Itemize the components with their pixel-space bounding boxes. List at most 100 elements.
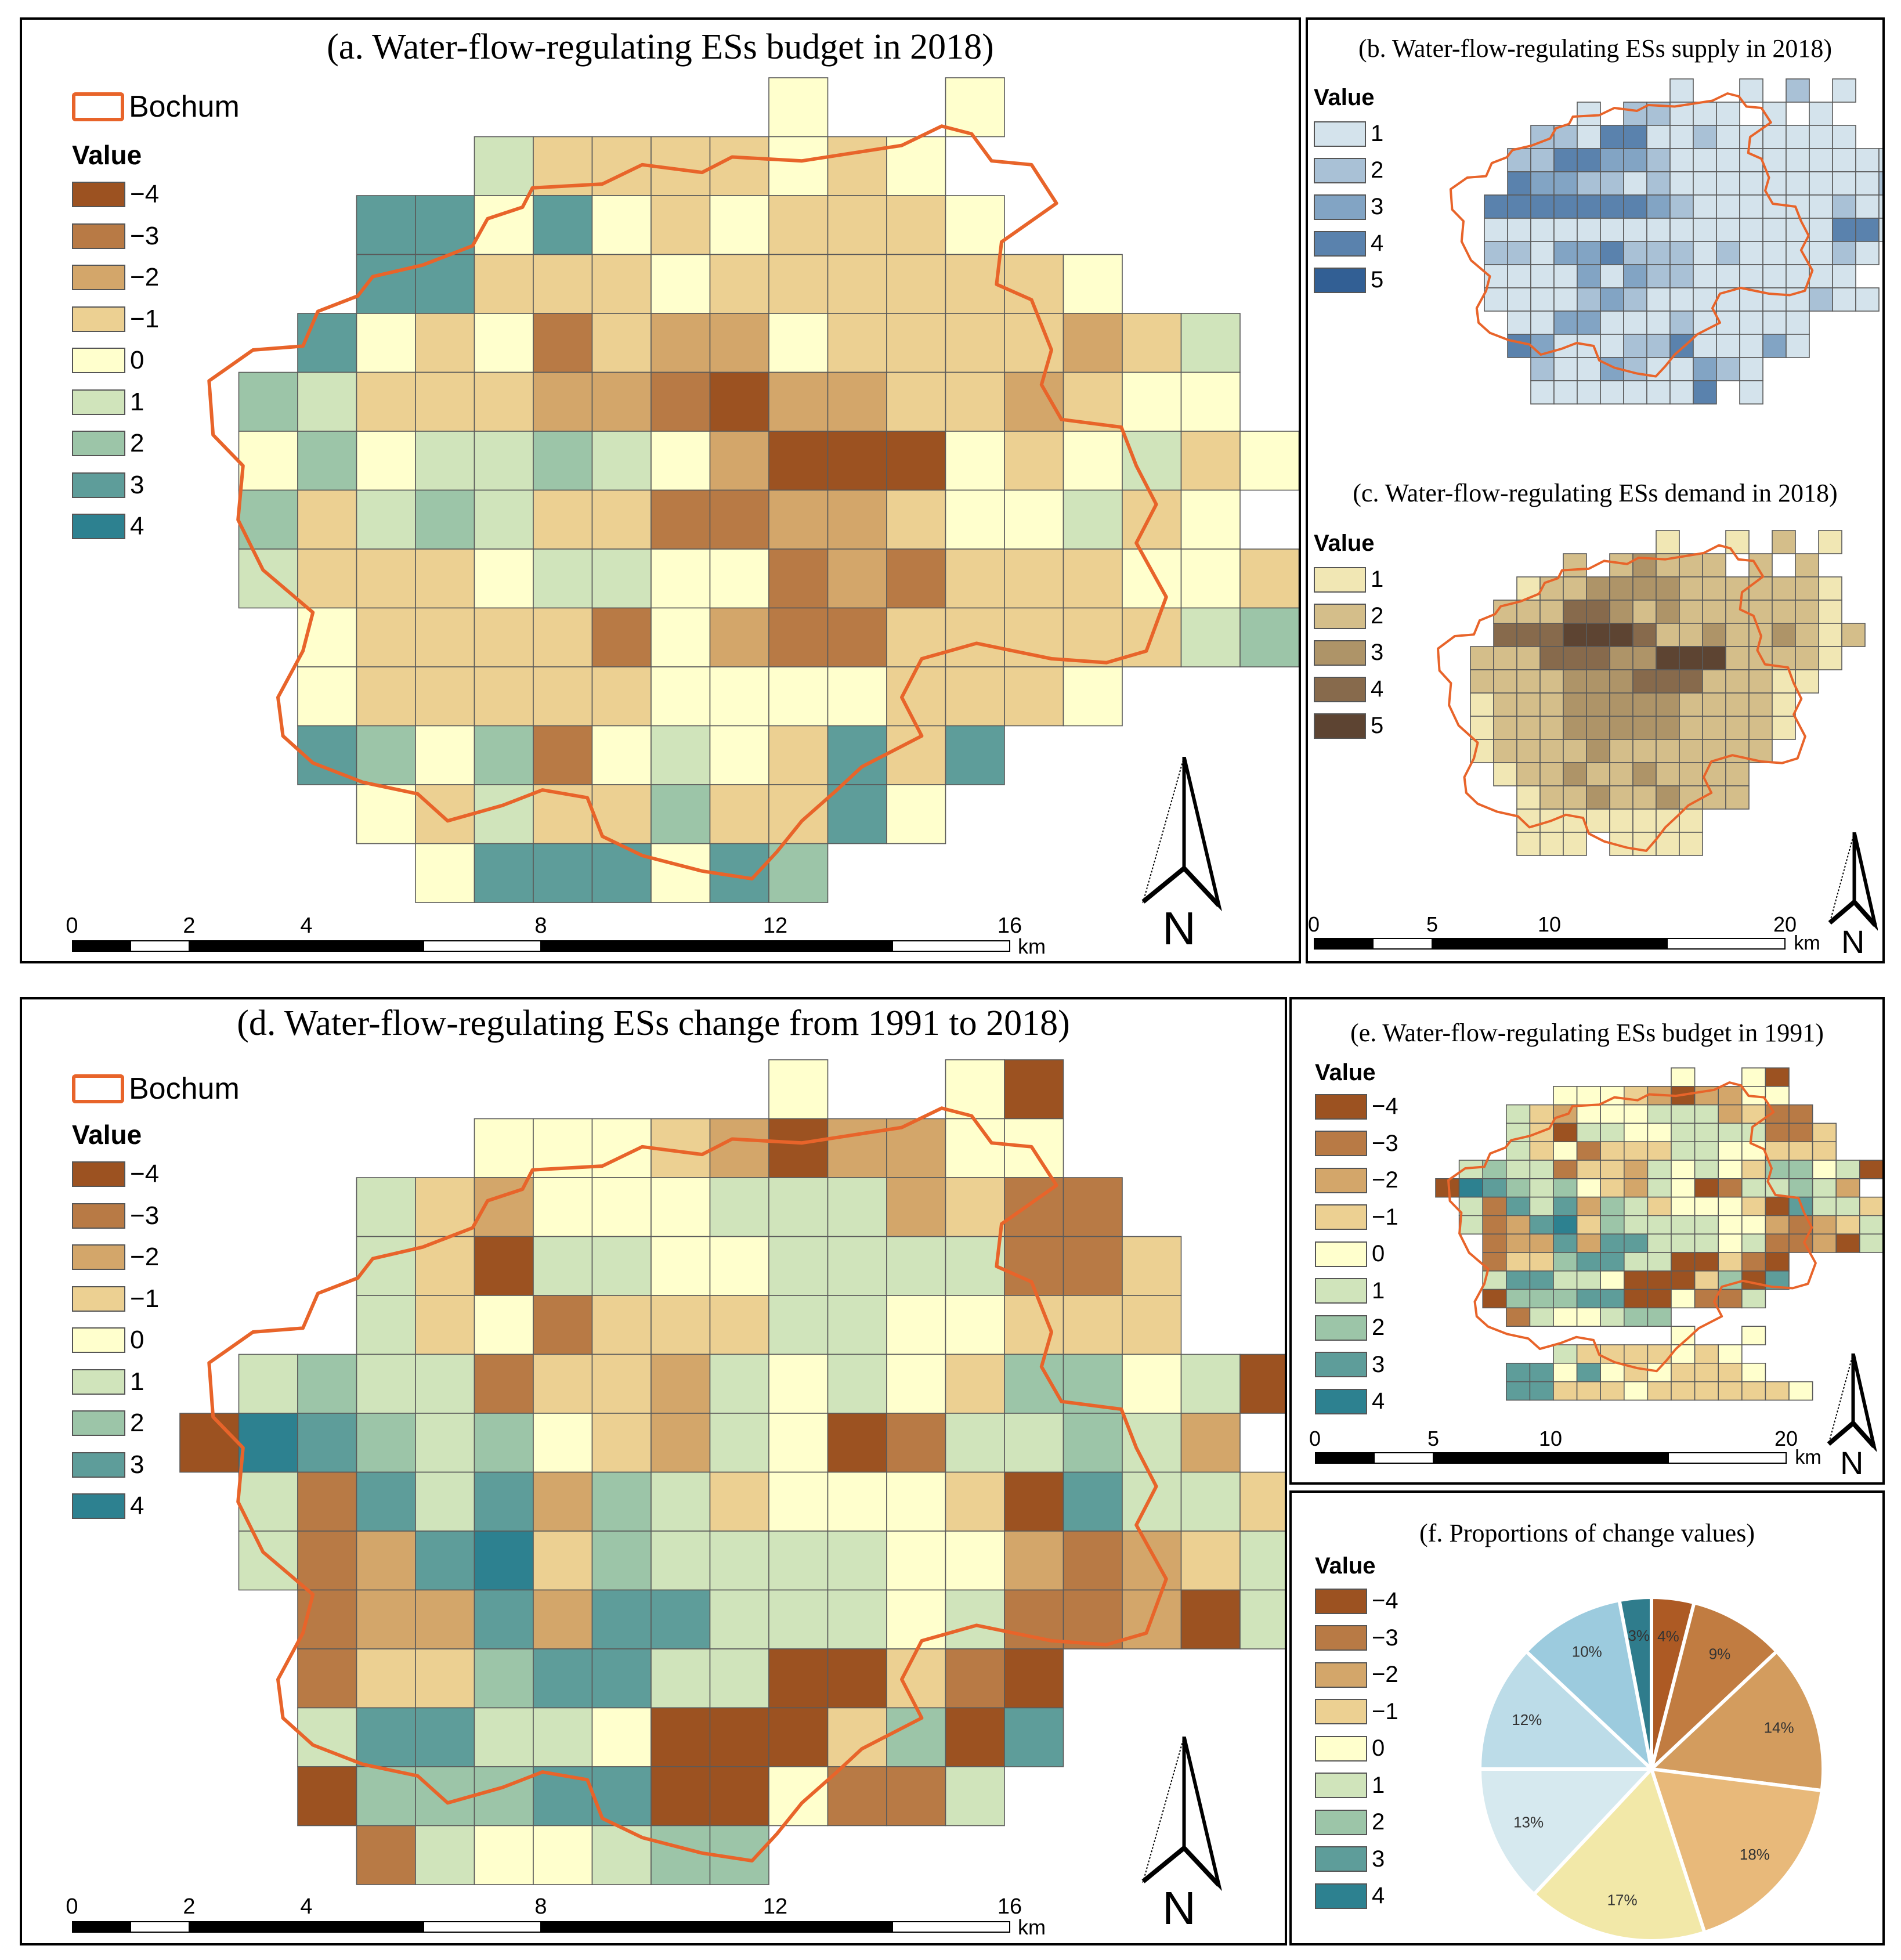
- grid-cell: [1656, 808, 1680, 833]
- grid-cell: [1553, 1160, 1578, 1179]
- grid-cell: [474, 136, 534, 196]
- grid-cell: [1529, 1233, 1554, 1253]
- supply-title: (b. Water-flow-regulating ESs supply in …: [1358, 34, 1832, 63]
- grid-cell: [1600, 241, 1624, 265]
- grid-cell: [650, 431, 711, 491]
- grid-cell: [945, 725, 1005, 785]
- grid-cell: [1671, 1233, 1696, 1253]
- legend-item: −3: [1315, 1625, 1398, 1651]
- grid-cell: [1493, 623, 1517, 647]
- grid-cell: [1841, 623, 1866, 647]
- grid-cell: [1623, 287, 1647, 312]
- grid-cell: [1741, 1326, 1766, 1345]
- boundary-label: Bochum: [129, 90, 240, 124]
- grid-cell: [591, 666, 652, 727]
- grid-cell: [1062, 1177, 1123, 1237]
- grid-cell: [1122, 1295, 1182, 1355]
- grid-cell: [415, 489, 475, 550]
- grid-cell: [1718, 1233, 1743, 1253]
- grid-cell: [1772, 692, 1796, 717]
- legend-item: 2: [1315, 1809, 1385, 1835]
- grid-cell: [1786, 241, 1810, 265]
- legend-label: 0: [1372, 1735, 1385, 1761]
- grid-cell: [1576, 1104, 1602, 1124]
- grid-cell: [1586, 716, 1610, 740]
- pie-data-label: 10%: [1572, 1643, 1602, 1661]
- boundary-legend: Bochum: [72, 1071, 240, 1106]
- legend-label: 0: [130, 346, 144, 374]
- panel-budget-1991: (e. Water-flow-regulating ESs budget in …: [1289, 997, 1885, 1485]
- grid-cell: [945, 371, 1005, 432]
- legend-label: 2: [1372, 1315, 1385, 1340]
- grid-cell: [1180, 371, 1241, 432]
- grid-cell: [297, 313, 357, 373]
- grid-cell: [533, 313, 593, 373]
- grid-cell: [1600, 125, 1624, 149]
- chart-title: (f. Proportions of change values): [1419, 1519, 1755, 1547]
- grid-cell: [1553, 171, 1578, 196]
- grid-cell: [1563, 785, 1587, 810]
- legend-label: −2: [130, 263, 160, 291]
- grid-cell: [474, 607, 534, 667]
- grid-cell: [1646, 334, 1671, 358]
- grid-cell: [1239, 548, 1299, 609]
- grid-cell: [1516, 762, 1541, 786]
- legend-swatch: [1314, 121, 1366, 147]
- grid-cell: [1623, 102, 1647, 126]
- grid-cell: [1702, 576, 1726, 601]
- grid-cell: [1563, 692, 1587, 717]
- grid-cell: [474, 1413, 534, 1473]
- grid-cell: [415, 725, 475, 785]
- grid-cell: [1609, 553, 1633, 577]
- north-label: N: [1162, 902, 1196, 954]
- grid-cell: [356, 666, 416, 727]
- grid-cell: [356, 1413, 416, 1473]
- grid-cell: [533, 431, 593, 491]
- grid-cell: [1529, 1141, 1554, 1161]
- grid-cell: [1679, 669, 1703, 694]
- legend-swatch: [72, 1286, 125, 1312]
- grid-cell: [886, 1236, 946, 1296]
- grid-cell: [709, 666, 769, 727]
- grid-cell: [474, 254, 534, 314]
- grid-cell: [1812, 1122, 1837, 1142]
- grid-cell: [827, 489, 887, 550]
- grid-cell: [1632, 669, 1657, 694]
- grid-cell: [1855, 218, 1880, 242]
- grid-cell: [1600, 1233, 1625, 1253]
- grid-cell: [1600, 148, 1624, 172]
- grid-cell: [1600, 1196, 1625, 1217]
- grid-cell: [945, 548, 1005, 609]
- grid-cell: [474, 1471, 534, 1532]
- grid-cell: [1122, 1413, 1182, 1473]
- grid-cell: [1878, 194, 1882, 219]
- grid-cell: [768, 489, 829, 550]
- grid-cell: [1458, 1215, 1484, 1235]
- grid-cell: [945, 1236, 1005, 1296]
- legend-label: 3: [1372, 1351, 1385, 1377]
- scale-label: 10: [1537, 912, 1562, 936]
- grid-cell: [415, 666, 475, 727]
- grid-cell: [533, 548, 593, 609]
- grid-cell: [238, 431, 298, 491]
- grid-cell: [1855, 241, 1880, 265]
- grid-cell: [709, 1177, 769, 1237]
- grid-cell: [945, 1766, 1005, 1827]
- scale-unit: km: [1017, 1915, 1046, 1939]
- grid-cell: [1748, 716, 1773, 740]
- grid-cell: [1762, 102, 1787, 126]
- demand-legend-title: Value: [1314, 530, 1375, 556]
- grid-cell: [238, 1413, 298, 1473]
- pie-data-label: 4%: [1657, 1627, 1679, 1645]
- grid-cell: [886, 666, 946, 727]
- grid-cell: [1671, 1141, 1696, 1161]
- grid-cell: [1553, 1141, 1578, 1161]
- grid-cell: [1788, 1122, 1813, 1142]
- grid-cell: [591, 1353, 652, 1414]
- north-arrow-base: [1827, 1420, 1876, 1448]
- grid-cell: [415, 1766, 475, 1827]
- grid-cell: [1835, 1215, 1860, 1235]
- grid-cell: [1122, 1353, 1182, 1414]
- grid-cell: [1576, 1362, 1602, 1383]
- grid-cell: [1623, 1288, 1649, 1309]
